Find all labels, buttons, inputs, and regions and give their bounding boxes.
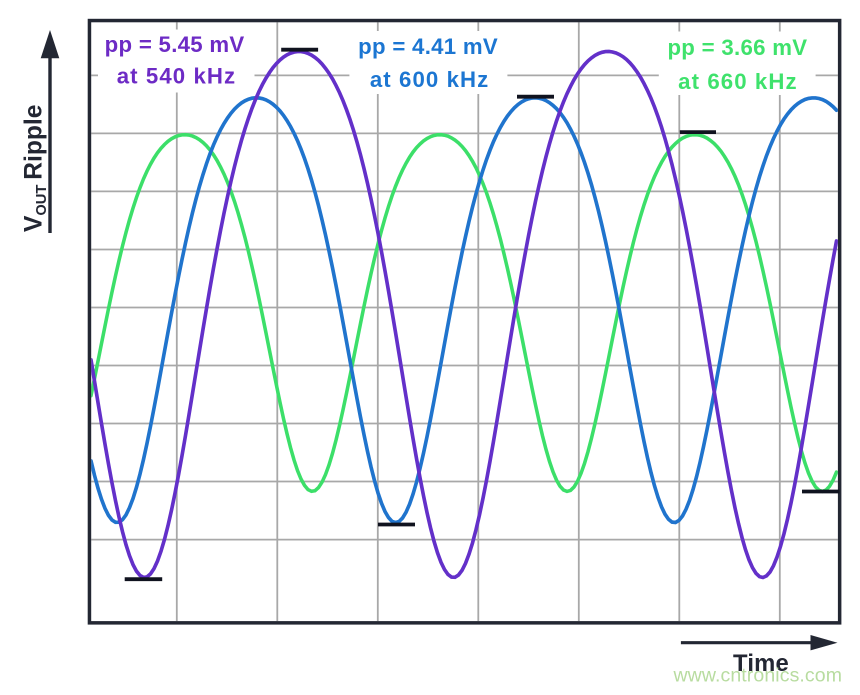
svg-text:at 660 kHz: at 660 kHz — [678, 69, 798, 94]
svg-text:www.cntronics.com: www.cntronics.com — [673, 664, 843, 686]
svg-text:Time: Time — [733, 650, 789, 677]
svg-text:pp = 5.45 mV: pp = 5.45 mV — [105, 32, 245, 57]
svg-text:at 540 kHz: at 540 kHz — [117, 63, 237, 88]
svg-text:pp = 3.66 mV: pp = 3.66 mV — [667, 35, 807, 60]
svg-text:at 600 kHz: at 600 kHz — [370, 67, 490, 92]
svg-text:pp = 4.41 mV: pp = 4.41 mV — [358, 34, 498, 59]
